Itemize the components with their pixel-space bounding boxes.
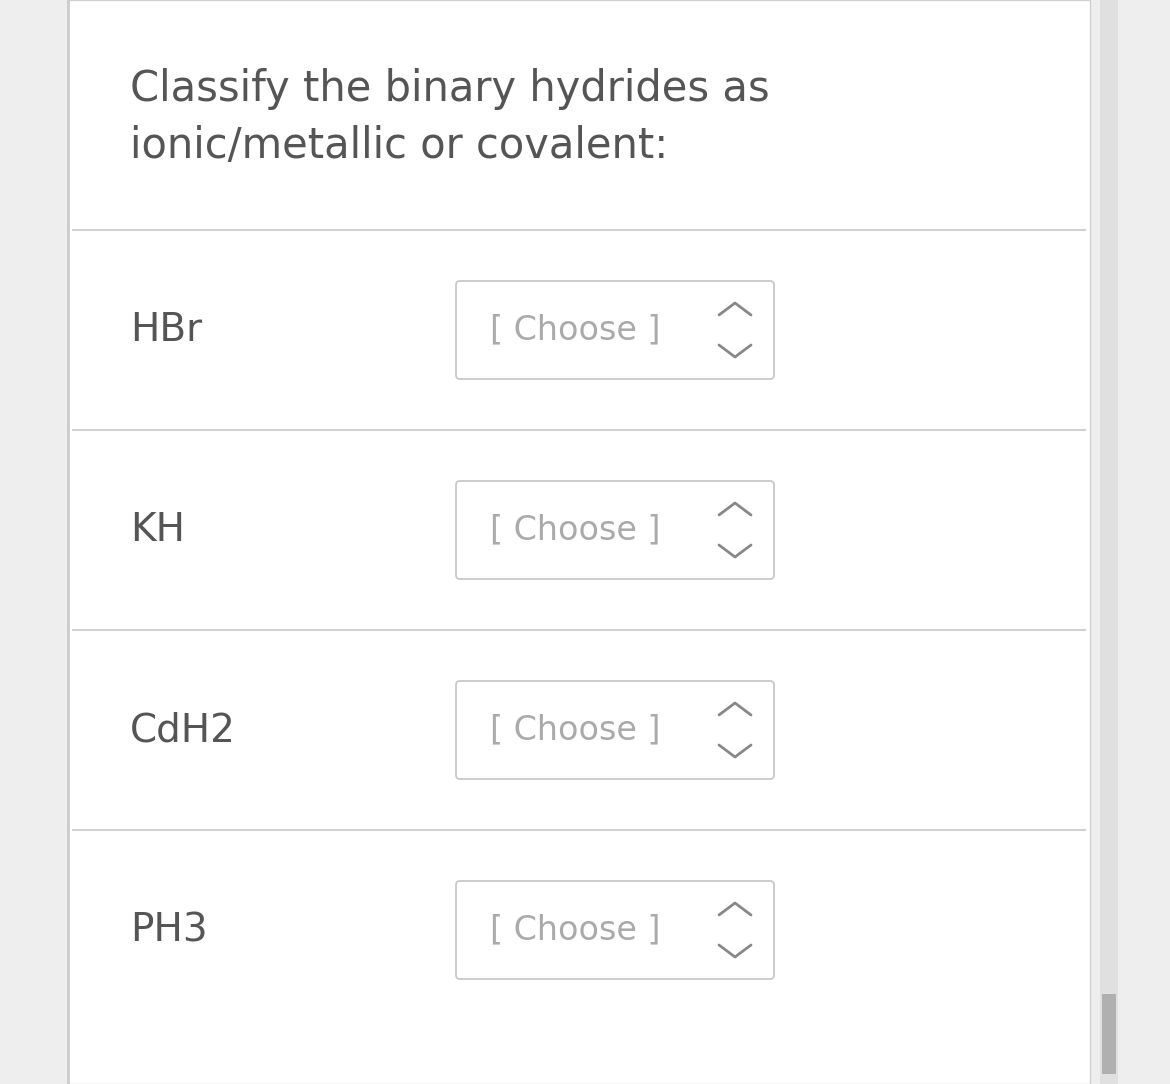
Text: [ Choose ]: [ Choose ]: [490, 514, 661, 546]
Text: [ Choose ]: [ Choose ]: [490, 713, 661, 747]
Text: [ Choose ]: [ Choose ]: [490, 914, 661, 946]
Text: CdH2: CdH2: [130, 711, 236, 749]
FancyBboxPatch shape: [456, 281, 775, 379]
FancyBboxPatch shape: [456, 681, 775, 779]
FancyBboxPatch shape: [68, 0, 1090, 1084]
Text: [ Choose ]: [ Choose ]: [490, 313, 661, 347]
FancyBboxPatch shape: [456, 481, 775, 579]
Text: KH: KH: [130, 511, 185, 549]
Text: ionic/metallic or covalent:: ionic/metallic or covalent:: [130, 125, 668, 167]
Text: PH3: PH3: [130, 911, 207, 948]
Text: Classify the binary hydrides as: Classify the binary hydrides as: [130, 68, 770, 109]
Text: HBr: HBr: [130, 311, 202, 349]
FancyBboxPatch shape: [456, 881, 775, 979]
Bar: [1102, 994, 1116, 1074]
Bar: [1100, 0, 1119, 1084]
